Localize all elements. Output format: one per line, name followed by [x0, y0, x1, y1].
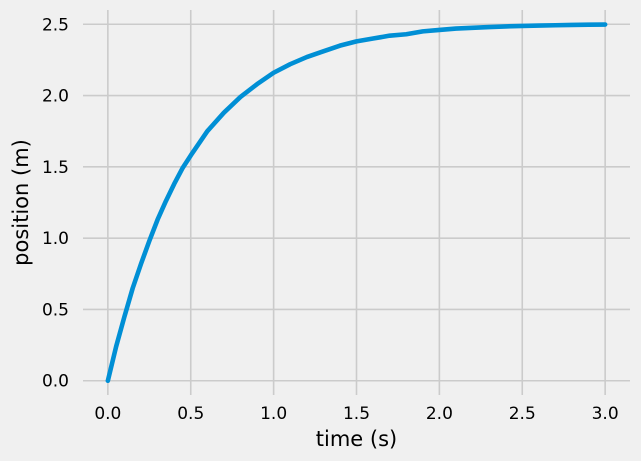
y-tick-label: 0.0 — [42, 372, 69, 392]
position-series-line — [105, 22, 608, 384]
x-axis-ticks: 0.0 0.5 1.0 1.5 2.0 2.5 3.0 — [94, 404, 618, 424]
x-tick-label: 3.0 — [592, 404, 619, 424]
x-tick-label: 2.0 — [426, 404, 453, 424]
series-layer — [105, 22, 608, 384]
x-axis-label: time (s) — [316, 427, 397, 451]
x-tick-label: 2.5 — [509, 404, 536, 424]
y-tick-label: 2.0 — [42, 87, 69, 107]
y-tick-label: 1.0 — [42, 229, 69, 249]
y-tick-label: 0.5 — [42, 300, 69, 320]
y-axis-ticks: 0.0 0.5 1.0 1.5 2.0 2.5 — [42, 15, 69, 391]
x-tick-label: 1.0 — [260, 404, 287, 424]
y-axis-label: position (m) — [9, 139, 33, 266]
y-tick-label: 1.5 — [42, 158, 69, 178]
x-tick-label: 0.0 — [94, 404, 121, 424]
x-tick-label: 1.5 — [343, 404, 370, 424]
y-tick-label: 2.5 — [42, 15, 69, 35]
x-tick-label: 0.5 — [177, 404, 204, 424]
